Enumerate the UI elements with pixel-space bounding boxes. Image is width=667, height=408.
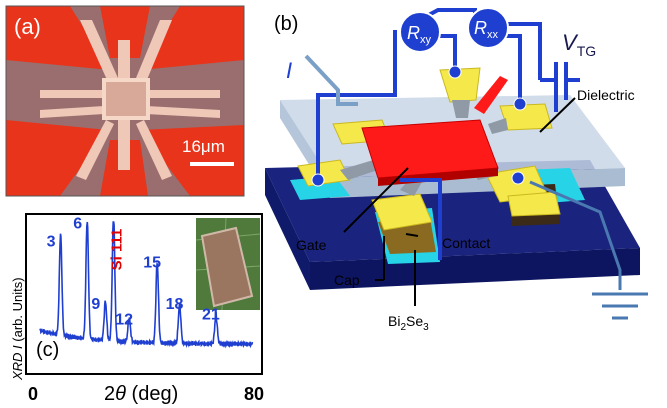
vtg-main: V	[562, 30, 579, 55]
current-label: I	[286, 58, 292, 83]
vtg-label: VTG	[562, 30, 596, 59]
panel-b-label: (b)	[274, 13, 298, 35]
x-axis-label: 2θ (deg)	[104, 383, 178, 405]
rxy-meter: Rxy	[399, 11, 441, 53]
bi2se3-label: Bi2Se3	[388, 313, 429, 333]
peak-label-6: 18	[166, 296, 184, 313]
dielectric-label: Dielectric	[577, 87, 635, 103]
peak-label-5: 15	[143, 254, 161, 271]
panel-a-micrograph	[6, 6, 244, 196]
leads	[40, 20, 220, 180]
pad-bottom-left	[6, 120, 108, 196]
peak-label-4: 12	[115, 312, 133, 329]
svg-text:Rxx: Rxx	[474, 18, 499, 41]
inset-photo	[195, 217, 261, 311]
contact-label: Contact	[442, 235, 490, 251]
rxx-meter: Rxx	[467, 7, 509, 49]
peak-label-0: 3	[47, 234, 56, 251]
current-arrow-line	[304, 54, 358, 106]
vtg-sub: TG	[577, 43, 596, 59]
pad-top	[100, 6, 150, 58]
substrate-side	[265, 168, 310, 290]
hall-bar	[102, 78, 150, 120]
x-tick-80: 80	[244, 384, 264, 404]
peak-label-3: Si 111	[109, 229, 126, 271]
top-gate	[361, 119, 499, 179]
pad-top-left	[6, 6, 110, 70]
rxy-main: R	[407, 23, 420, 43]
scale-bar	[190, 162, 234, 166]
gate-lead	[474, 76, 508, 114]
panel-c-xrd: 36 9 Si 111 12 15 18 21	[25, 213, 263, 375]
gate-label: Gate	[296, 237, 327, 253]
rxx-main: R	[474, 18, 487, 38]
contact-dots	[311, 65, 527, 187]
svg-text:Rxy: Rxy	[407, 23, 432, 46]
scale-bar-label: 16μm	[182, 137, 225, 156]
peak-label-1: 6	[73, 215, 82, 232]
panel-b-device	[265, 67, 640, 290]
pad-bottom-right	[140, 125, 244, 196]
peak-label-7: 21	[202, 306, 220, 323]
x-tick-0: 0	[28, 384, 38, 404]
cap-label: Cap	[334, 272, 360, 288]
panel-a-label: (a)	[14, 14, 41, 39]
ground-icon	[592, 292, 648, 320]
peak-label-2: 9	[91, 296, 100, 313]
rxx-sub: xx	[487, 29, 499, 41]
panel-c-label: (c)	[36, 339, 59, 361]
peak-labels: 36 9 Si 111 12 15 18 21	[47, 215, 220, 328]
rxy-sub: xy	[420, 34, 432, 46]
y-axis-label: XRD I (arb. Units)	[10, 277, 25, 381]
callout-lines	[343, 97, 576, 306]
pad-top-right	[140, 6, 244, 70]
gate-capacitor-icon	[554, 62, 580, 112]
ground-wire	[529, 180, 622, 290]
sample-flake	[200, 226, 254, 308]
xrd-series-line	[39, 221, 254, 349]
panel-a-frame	[5, 5, 245, 197]
